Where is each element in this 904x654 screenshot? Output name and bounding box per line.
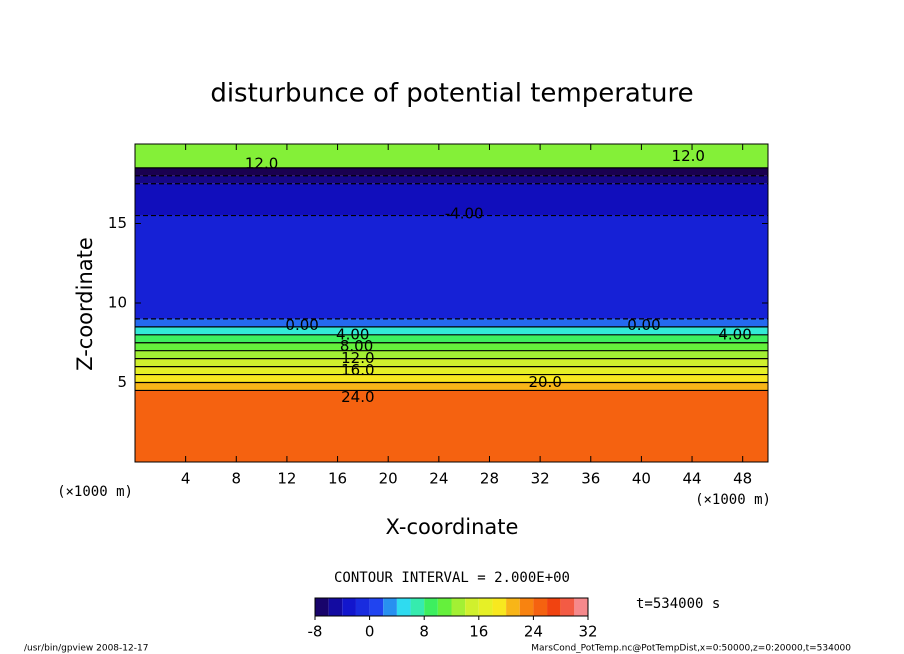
x-unit: (×1000 m) — [57, 484, 133, 500]
x-tick-label: 12 — [277, 470, 296, 488]
colorbar-box — [451, 598, 466, 616]
field-band — [135, 334, 768, 343]
contour-label: 8.00 — [340, 337, 373, 355]
contour-label: 0.00 — [285, 316, 318, 334]
y-tick-label: 5 — [117, 373, 127, 391]
colorbar-box — [328, 598, 343, 616]
colorbar-title: CONTOUR INTERVAL = 2.000E+00 — [334, 570, 570, 586]
contour-label: 12.0 — [341, 349, 374, 367]
colorbar-tick-label: 0 — [365, 623, 375, 641]
x-tick-label: 40 — [632, 470, 651, 488]
colorbar-box — [506, 598, 520, 616]
footer-left: /usr/bin/gpview 2008-12-17 — [24, 644, 148, 654]
colorbar-box — [383, 598, 397, 616]
x-tick-label: 32 — [531, 470, 550, 488]
colorbar-box — [342, 598, 356, 616]
chart-title: disturbunce of potential temperature — [210, 79, 693, 109]
contour-label: -4.00 — [445, 204, 484, 222]
field-band — [135, 326, 768, 335]
contour-label: 24.0 — [341, 388, 374, 406]
colorbar-box — [396, 598, 411, 616]
contour-label: 12.0 — [245, 154, 278, 172]
field-band — [135, 167, 768, 176]
x-tick-label: 8 — [232, 470, 242, 488]
field-band — [135, 183, 768, 216]
x-tick-label: 16 — [328, 470, 347, 488]
field-band — [135, 366, 768, 375]
field-band — [135, 342, 768, 351]
field-band — [135, 350, 768, 359]
field-band — [135, 215, 768, 319]
field-band — [135, 175, 768, 184]
x-tick-label: 48 — [733, 470, 752, 488]
colorbar-box — [437, 598, 452, 616]
x-tick-label: 20 — [379, 470, 398, 488]
field-band — [135, 382, 768, 391]
contour-label: 0.00 — [627, 316, 660, 334]
contour-label: 4.00 — [336, 325, 369, 343]
colorbar-tick-label: 24 — [524, 623, 543, 641]
footer-right: MarsCond_PotTemp.nc@PotTempDist,x=0:5000… — [531, 644, 851, 654]
field-band — [135, 390, 768, 462]
x-tick-label: 24 — [429, 470, 448, 488]
colorbar-box — [560, 598, 575, 616]
x-axis-label: X-coordinate — [386, 515, 519, 539]
field-band — [135, 144, 768, 168]
colorbar-box — [547, 598, 561, 616]
field-band — [135, 318, 768, 327]
colorbar-box — [478, 598, 493, 616]
colorbar-tick-label: -8 — [308, 623, 323, 641]
x-unit: (×1000 m) — [695, 492, 771, 508]
colorbar-box — [355, 598, 370, 616]
colorbar-box — [315, 598, 329, 616]
colorbar-tick-label: 8 — [419, 623, 429, 641]
contour-label: 12.0 — [672, 147, 705, 165]
field-band — [135, 358, 768, 367]
colorbar-box — [424, 598, 438, 616]
colorbar-tick-label: 16 — [469, 623, 488, 641]
colorbar-box — [410, 598, 425, 616]
colorbar-box — [465, 598, 479, 616]
contour-label: 20.0 — [528, 373, 561, 391]
colorbar-box — [519, 598, 534, 616]
contour-label: 16.0 — [341, 361, 374, 379]
colorbar-frame — [314, 597, 589, 617]
colorbar-tick-label: 32 — [578, 623, 597, 641]
field-band — [135, 374, 768, 383]
y-tick-label: 10 — [108, 294, 127, 312]
x-tick-label: 28 — [480, 470, 499, 488]
y-axis-label: Z-coordinate — [73, 237, 97, 371]
x-tick-label: 4 — [181, 470, 191, 488]
x-tick-label: 44 — [682, 470, 701, 488]
colorbar-box — [574, 598, 588, 616]
time-label: t=534000 s — [636, 596, 720, 612]
y-tick-label: 15 — [108, 214, 127, 232]
colorbar-box — [492, 598, 507, 616]
contour-label: 4.00 — [718, 325, 751, 343]
x-tick-label: 36 — [581, 470, 600, 488]
colorbar-box — [533, 598, 548, 616]
colorbar-box — [369, 598, 384, 616]
